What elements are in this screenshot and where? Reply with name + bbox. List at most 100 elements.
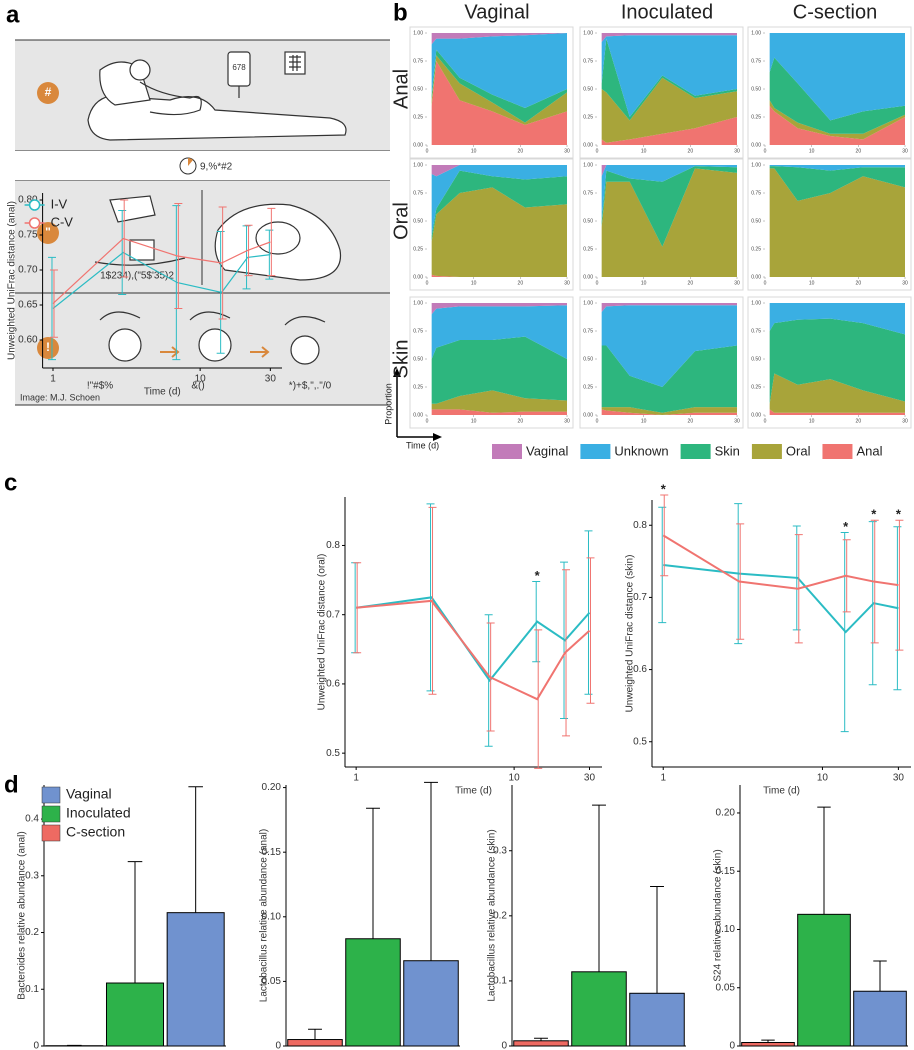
x-tick-label: 20 bbox=[688, 418, 694, 424]
y-tick-label: 0 bbox=[275, 1041, 281, 1050]
area bbox=[601, 33, 737, 42]
cup bbox=[129, 239, 155, 261]
x-tick-label: 10 bbox=[641, 148, 647, 154]
y-tick-label: 1.00 bbox=[583, 162, 593, 168]
y-tick-label: 0.7 bbox=[326, 609, 340, 620]
error-bar bbox=[592, 804, 606, 972]
column-title: Inoculated bbox=[621, 1, 713, 23]
legend-swatch bbox=[492, 444, 522, 459]
caption: *)+$,",."/0 bbox=[289, 381, 332, 392]
area bbox=[431, 33, 567, 45]
area bbox=[431, 165, 567, 236]
area bbox=[431, 409, 567, 415]
area bbox=[769, 373, 905, 413]
area bbox=[601, 166, 737, 247]
x-tick-label: 10 bbox=[471, 148, 477, 154]
y-tick-label: 0.5 bbox=[326, 748, 340, 759]
y-tick-label: 0.3 bbox=[25, 870, 39, 881]
legend-label: C-V bbox=[51, 214, 74, 229]
x-tick-label: 0 bbox=[596, 280, 599, 286]
area bbox=[769, 166, 905, 201]
area bbox=[601, 35, 737, 117]
legend-swatch bbox=[751, 444, 782, 459]
y-tick-label: 1.00 bbox=[413, 162, 423, 168]
illustration: 678 # " ! 9,%*#2 1$234),("5$'35)2 !"#$% … bbox=[15, 39, 390, 406]
panel-label: a bbox=[6, 1, 20, 28]
legend-label: Anal bbox=[856, 443, 882, 458]
y-tick-label: 0.50 bbox=[413, 218, 423, 224]
legend-label: C-section bbox=[66, 824, 125, 840]
area bbox=[769, 57, 905, 134]
y-tick-label: 0.50 bbox=[583, 218, 593, 224]
row-title: Oral bbox=[390, 202, 412, 240]
x-tick-label: 30 bbox=[584, 773, 596, 784]
step-label: ! bbox=[46, 340, 50, 354]
area bbox=[431, 305, 567, 359]
bar bbox=[345, 938, 401, 1047]
area bbox=[431, 187, 567, 277]
clock-hand bbox=[188, 158, 193, 166]
column-title: Vaginal bbox=[464, 1, 529, 23]
bar bbox=[797, 913, 851, 1047]
y-axis-label: Proportion bbox=[383, 383, 393, 425]
credit: Image: M.J. Schoen bbox=[20, 392, 100, 402]
error-bar bbox=[127, 861, 143, 984]
y-tick-label: 0.20 bbox=[262, 782, 282, 793]
y-tick-label: 0.60 bbox=[18, 335, 38, 346]
bar bbox=[853, 990, 907, 1047]
x-tick-label: 0 bbox=[426, 418, 429, 424]
legend-label: Oral bbox=[786, 443, 811, 458]
x-tick-label: 1 bbox=[353, 773, 359, 784]
legend-swatch bbox=[680, 444, 711, 459]
body bbox=[139, 81, 202, 116]
y-tick-label: 0.25 bbox=[413, 384, 423, 390]
x-tick-label: 0 bbox=[596, 148, 599, 154]
y-tick-label: 0.65 bbox=[18, 300, 38, 311]
y-tick-label: 0.25 bbox=[751, 246, 761, 252]
error-bar bbox=[47, 256, 56, 361]
x-tick-label: 30 bbox=[902, 280, 908, 286]
area bbox=[601, 345, 737, 413]
x-tick-label: 10 bbox=[809, 280, 815, 286]
y-axis-label: S24 relative abundance (skin) bbox=[713, 849, 724, 981]
x-tick-label: 30 bbox=[902, 148, 908, 154]
y-tick-label: 0.50 bbox=[751, 218, 761, 224]
bar bbox=[403, 960, 459, 1047]
y-tick-label: 0.1 bbox=[25, 984, 39, 995]
bar bbox=[105, 982, 165, 1047]
x-tick-label: 20 bbox=[518, 418, 524, 424]
x-axis-label: Time (d) bbox=[144, 387, 181, 398]
area bbox=[769, 168, 905, 277]
area bbox=[601, 407, 737, 415]
y-tick-label: 0.50 bbox=[583, 86, 593, 92]
y-tick-label: 0.25 bbox=[413, 114, 423, 120]
x-axis-label: Time (d) bbox=[763, 786, 800, 797]
legend-label: Skin bbox=[715, 443, 740, 458]
area bbox=[601, 165, 737, 221]
column-title: C-section bbox=[793, 1, 877, 23]
y-tick-label: 0 bbox=[729, 1041, 735, 1050]
y-tick-label: 0.5 bbox=[633, 736, 647, 747]
infant bbox=[255, 221, 301, 255]
x-tick-label: 10 bbox=[809, 148, 815, 154]
area bbox=[431, 165, 567, 177]
error-bar bbox=[267, 207, 276, 277]
y-tick-label: 0.75 bbox=[751, 328, 761, 334]
caption: !"#$% bbox=[87, 381, 113, 392]
y-tick-label: 0.25 bbox=[583, 114, 593, 120]
y-tick-label: 0.00 bbox=[751, 412, 761, 418]
area bbox=[431, 49, 567, 123]
x-tick-label: 30 bbox=[564, 148, 570, 154]
error-bar bbox=[424, 781, 438, 961]
y-axis-label: Unweighted UniFrac distance (anal) bbox=[7, 201, 18, 360]
x-tick-label: 20 bbox=[688, 280, 694, 286]
step-label: # bbox=[45, 85, 52, 99]
bar bbox=[741, 1042, 795, 1047]
error-bar bbox=[873, 960, 887, 992]
x-tick-label: 10 bbox=[641, 418, 647, 424]
y-tick-label: 0.25 bbox=[751, 114, 761, 120]
panel-label: d bbox=[4, 771, 19, 798]
y-tick-label: 0.75 bbox=[751, 190, 761, 196]
y-tick-label: 0.70 bbox=[18, 265, 38, 276]
